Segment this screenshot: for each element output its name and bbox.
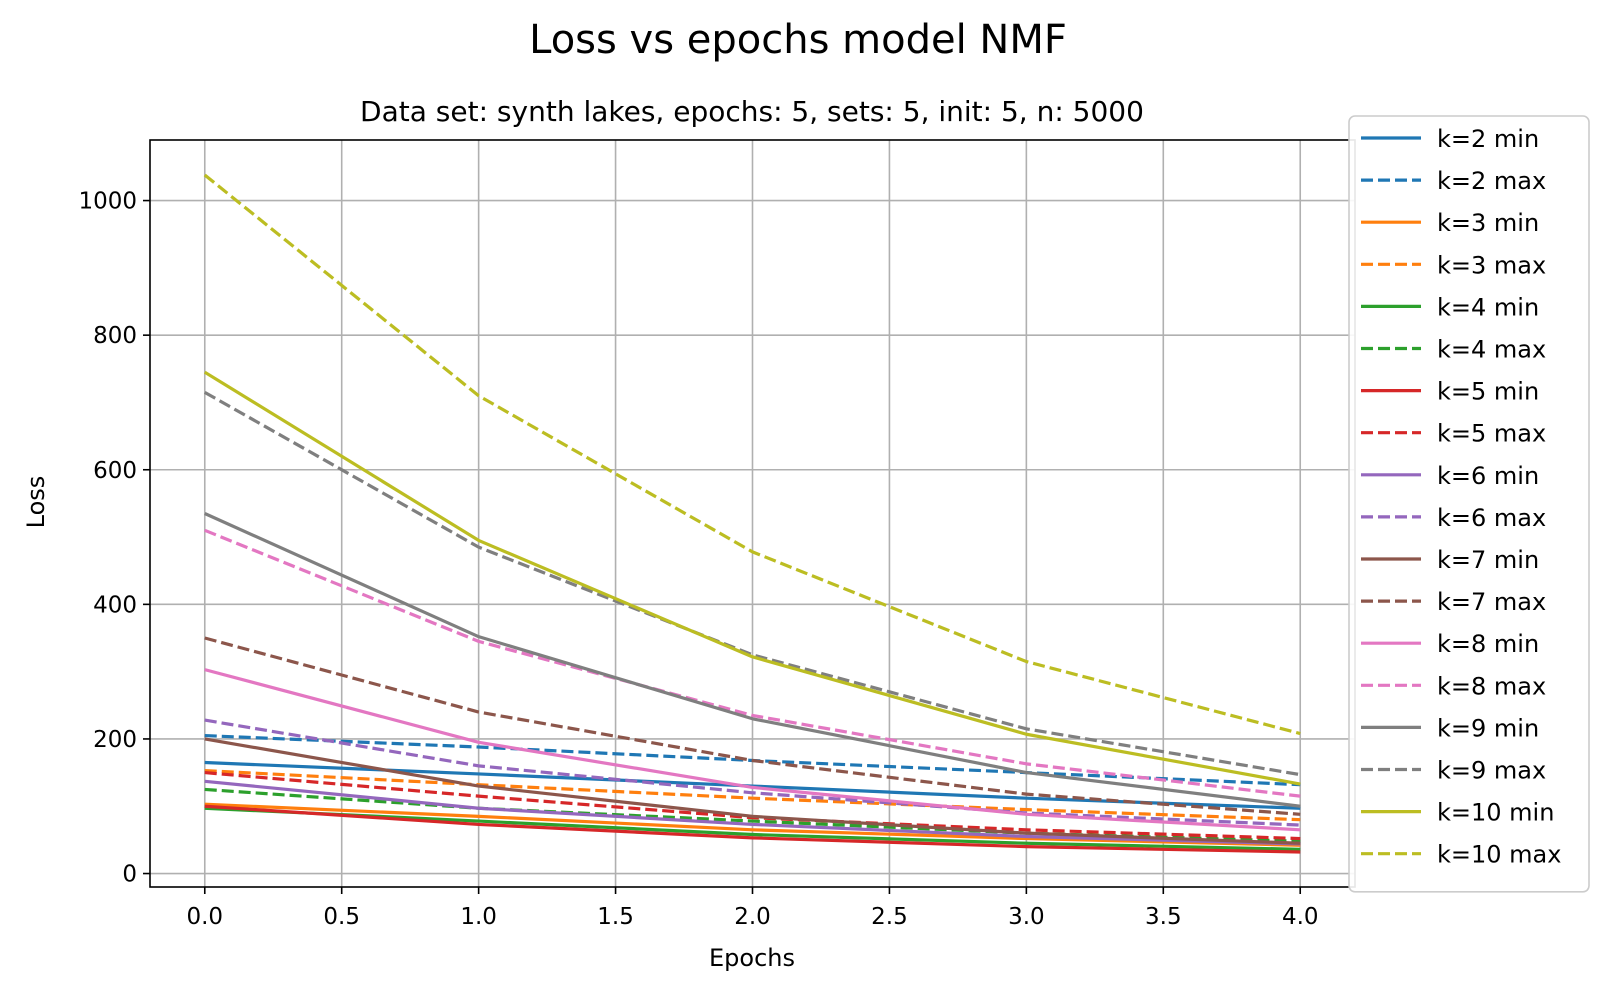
series-line-k-3-max [204, 768, 1301, 822]
y-tick-label: 400 [93, 592, 137, 618]
legend-frame [1348, 115, 1590, 893]
legend: k=2 min k=2 max k=3 min k=3 max k=4 min k=4 m… [1348, 115, 1590, 893]
y-axis-ticks: 0 200 400 600 800 1000 [78, 189, 150, 888]
series-line-k-5-min [204, 804, 1301, 854]
legend-entry-label: k=9 max [1437, 757, 1546, 785]
series-line-k-3-min [204, 802, 1301, 847]
x-tick-label: 1.5 [597, 904, 634, 930]
legend-entry-label: k=10 min [1437, 799, 1554, 827]
chart-subtitle: Data set: synth lakes, epochs: 5, sets: … [360, 95, 1144, 128]
series-line-k-10-min [203, 370, 1301, 786]
grid [150, 140, 1355, 887]
series-line-k-6-max [204, 718, 1301, 827]
legend-entry-label: k=3 min [1437, 209, 1539, 237]
x-tick-label: 3.5 [1145, 904, 1182, 930]
legend-entry-label: k=3 max [1437, 251, 1546, 279]
legend-entry-label: k=6 min [1437, 462, 1539, 490]
x-tick-label: 0.5 [323, 904, 360, 930]
y-axis-label: Loss [22, 476, 50, 529]
x-axis-ticks: 0.0 0.5 1.0 1.5 2.0 2.5 3.0 3.5 4.0 [186, 887, 1319, 930]
legend-entry-label: k=9 min [1437, 714, 1539, 742]
legend-entry-label: k=8 min [1437, 630, 1539, 658]
legend-entry-label: k=10 max [1437, 841, 1561, 869]
legend-entry-label: k=2 min [1437, 125, 1539, 153]
legend-entry-label: k=5 max [1437, 420, 1546, 448]
legend-entry-label: k=8 max [1437, 672, 1546, 700]
x-tick-label: 2.0 [734, 904, 771, 930]
legend-entry-label: k=4 max [1437, 336, 1546, 364]
series-line-k-8-max [204, 528, 1301, 798]
x-tick-label: 1.0 [460, 904, 497, 930]
legend-entry-label: k=2 max [1437, 167, 1546, 195]
series-line-k-6-min [204, 779, 1301, 846]
y-tick-label: 600 [93, 458, 137, 484]
x-axis-label: Epochs [709, 944, 795, 972]
series-line-k-7-max [204, 636, 1301, 816]
legend-entry-label: k=4 min [1437, 293, 1539, 321]
series-line-k-9-max [203, 390, 1301, 777]
legend-entry-label: k=7 min [1437, 546, 1539, 574]
x-tick-label: 3.0 [1008, 904, 1045, 930]
y-tick-label: 0 [122, 862, 137, 888]
series-line-k-10-max [203, 173, 1301, 736]
series-line-k-8-min [204, 668, 1301, 832]
x-tick-label: 0.0 [186, 904, 223, 930]
y-tick-label: 1000 [78, 189, 137, 215]
y-tick-label: 200 [93, 727, 137, 753]
x-tick-label: 2.5 [871, 904, 908, 930]
x-tick-label: 4.0 [1282, 904, 1319, 930]
legend-entry-label: k=5 min [1437, 378, 1539, 406]
y-tick-label: 800 [93, 323, 137, 349]
plot-lines [203, 173, 1301, 854]
series-line-k-4-max [204, 787, 1301, 843]
legend-entry-label: k=7 max [1437, 588, 1546, 616]
series-line-k-9-min [204, 512, 1301, 808]
chart-title: Loss vs epochs model NMF [529, 17, 1067, 63]
legend-entry-label: k=6 max [1437, 504, 1546, 532]
series-line-k-7-min [204, 737, 1301, 845]
